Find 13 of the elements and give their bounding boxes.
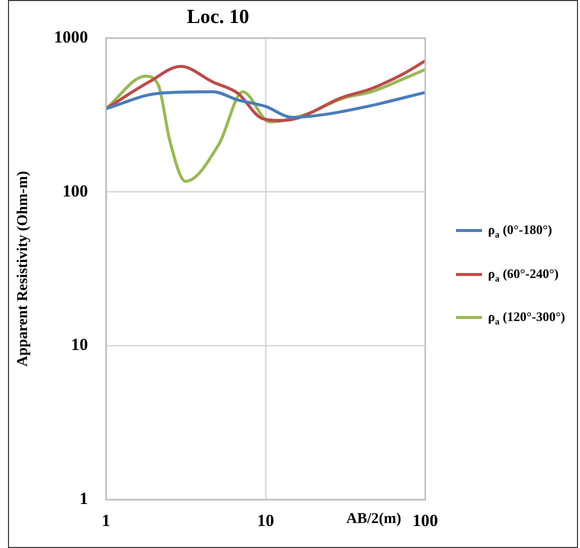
y-tick-label: 10 <box>71 335 88 354</box>
x-tick-label: 100 <box>412 511 438 530</box>
legend-label: ρ$_{a}$ (120°-300°) <box>488 309 566 327</box>
x-axis-title: AB/2(m) <box>346 510 402 527</box>
y-tick-label: 1 <box>80 488 88 508</box>
y-axis-title: Apparent Resistivity (Ohm-m) <box>14 171 31 367</box>
x-tick-label: 10 <box>257 511 274 530</box>
chart-title: Loc. 10 <box>186 6 250 28</box>
x-tick-label: 1 <box>102 511 110 530</box>
y-tick-label: 1000 <box>54 27 88 46</box>
legend-label: ρ$_{a}$ (60°-240°) <box>488 266 559 284</box>
y-tick-label: 100 <box>62 181 88 200</box>
legend-label: ρ$_{a}$ (0°-180°) <box>488 222 552 240</box>
